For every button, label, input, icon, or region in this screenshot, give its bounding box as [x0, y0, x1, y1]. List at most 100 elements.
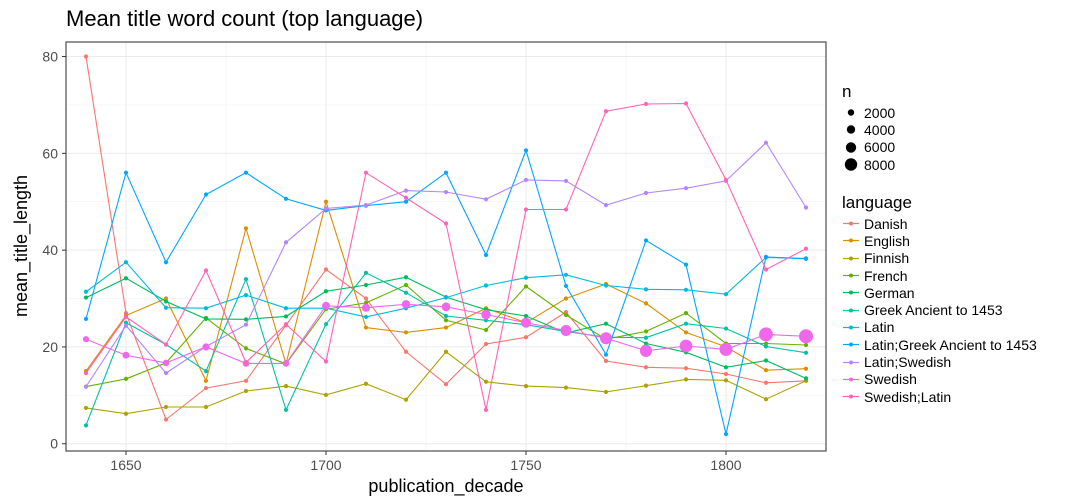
color-legend-item: Latin;Greek Ancient to 1453	[842, 336, 1037, 353]
data-point-finnish	[123, 411, 129, 416]
data-point-finnish	[323, 392, 329, 397]
data-point-french	[123, 376, 129, 381]
color-legend-key	[842, 215, 860, 232]
data-point-latin	[243, 293, 249, 298]
size-legend-item: 8000	[842, 156, 895, 173]
data-point-french	[483, 327, 489, 333]
data-point-swedish-latin	[443, 221, 449, 226]
data-point-swedish-latin	[603, 109, 609, 114]
data-point-greek-ancient-to-1453	[123, 320, 129, 325]
data-point-latin	[603, 283, 609, 288]
plot-panel	[66, 42, 826, 451]
data-point-latin-swedish	[603, 203, 609, 208]
data-point-english	[403, 330, 409, 335]
data-point-latin-greek-ancient-to-1453	[83, 316, 89, 321]
data-point-swedish-latin	[363, 170, 369, 175]
size-legend-item: 2000	[842, 104, 895, 121]
data-point-latin-swedish	[483, 197, 489, 202]
data-point-english	[643, 301, 649, 306]
color-legend-key	[842, 250, 860, 267]
data-point-latin	[723, 292, 729, 297]
data-point-swedish-latin	[723, 177, 729, 183]
data-point-english	[363, 325, 369, 330]
data-point-greek-ancient-to-1453	[763, 344, 769, 349]
data-point-finnish	[763, 397, 769, 402]
data-point-latin	[523, 275, 529, 280]
data-point-danish	[443, 382, 449, 387]
data-point-english	[203, 378, 209, 383]
data-point-danish	[603, 358, 609, 364]
data-point-swedish	[560, 324, 572, 336]
data-point-latin	[483, 283, 489, 288]
size-legend-key	[842, 121, 860, 138]
color-legend-item: Greek Ancient to 1453	[842, 301, 1037, 318]
data-point-finnish	[563, 385, 569, 390]
data-point-greek-ancient-to-1453	[243, 277, 249, 282]
data-point-finnish	[643, 383, 649, 388]
data-point-danish	[523, 335, 529, 340]
color-legend-label: Finnish	[864, 250, 910, 267]
data-point-greek-ancient-to-1453	[803, 350, 809, 355]
data-point-swedish	[282, 360, 290, 367]
data-point-german	[283, 314, 289, 319]
color-legend-key	[842, 371, 860, 388]
series-danish	[83, 54, 809, 422]
data-point-danish	[243, 378, 249, 383]
x-tick-label: 1700	[310, 457, 341, 473]
color-legend-item: Swedish	[842, 371, 1037, 388]
size-legend-label: 4000	[864, 121, 896, 138]
size-legend-label: 2000	[864, 104, 896, 121]
data-point-swedish	[639, 344, 653, 357]
data-point-danish	[643, 365, 649, 370]
size-legend-label: 6000	[864, 139, 896, 156]
data-point-finnish	[443, 349, 449, 354]
data-point-swedish-latin	[203, 268, 209, 273]
data-point-english	[163, 296, 169, 301]
data-point-swedish	[481, 309, 491, 320]
x-tick-label: 1800	[710, 457, 741, 473]
data-point-swedish-latin	[523, 207, 529, 212]
data-point-english	[323, 199, 329, 204]
color-legend-item: Latin;Swedish	[842, 353, 1037, 370]
data-point-latin-swedish	[683, 186, 689, 191]
color-legend-item: Swedish;Latin	[842, 388, 1037, 405]
data-point-swedish-latin	[683, 101, 689, 106]
data-point-latin-greek-ancient-to-1453	[643, 238, 649, 243]
data-point-swedish-latin	[323, 359, 329, 364]
data-point-swedish-latin	[123, 314, 129, 320]
data-point-greek-ancient-to-1453	[283, 407, 289, 412]
data-point-latin	[203, 306, 209, 311]
data-point-greek-ancient-to-1453	[723, 326, 729, 331]
data-point-swedish-latin	[563, 207, 569, 212]
color-legend-label: Greek Ancient to 1453	[864, 302, 1003, 319]
data-point-latin-swedish	[323, 206, 329, 211]
data-point-finnish	[163, 404, 169, 410]
data-point-latin	[163, 305, 169, 310]
color-legend-label: German	[864, 284, 915, 301]
data-point-german	[723, 365, 729, 370]
data-point-finnish	[723, 378, 729, 383]
data-point-latin-greek-ancient-to-1453	[803, 256, 809, 261]
y-tick-label: 20	[42, 339, 58, 355]
data-point-danish	[163, 417, 169, 422]
color-legend-label: French	[864, 267, 908, 284]
data-point-german	[83, 295, 89, 300]
data-point-swedish	[202, 343, 210, 351]
color-legend-label: Latin;Greek Ancient to 1453	[864, 336, 1037, 353]
data-point-danish	[763, 380, 769, 385]
color-legend-key	[842, 302, 860, 319]
color-legend-label: Swedish	[864, 371, 917, 388]
data-point-finnish	[283, 384, 289, 389]
data-point-greek-ancient-to-1453	[403, 290, 409, 295]
data-point-german	[603, 321, 609, 326]
color-legend-item: German	[842, 284, 1037, 301]
data-point-latin-swedish	[83, 384, 89, 389]
data-point-swedish	[679, 339, 693, 353]
data-point-french	[403, 282, 409, 288]
data-point-latin-swedish	[563, 178, 569, 184]
data-point-danish	[483, 341, 489, 347]
data-point-greek-ancient-to-1453	[483, 318, 489, 323]
data-point-finnish	[363, 381, 369, 386]
data-point-greek-ancient-to-1453	[323, 322, 329, 327]
